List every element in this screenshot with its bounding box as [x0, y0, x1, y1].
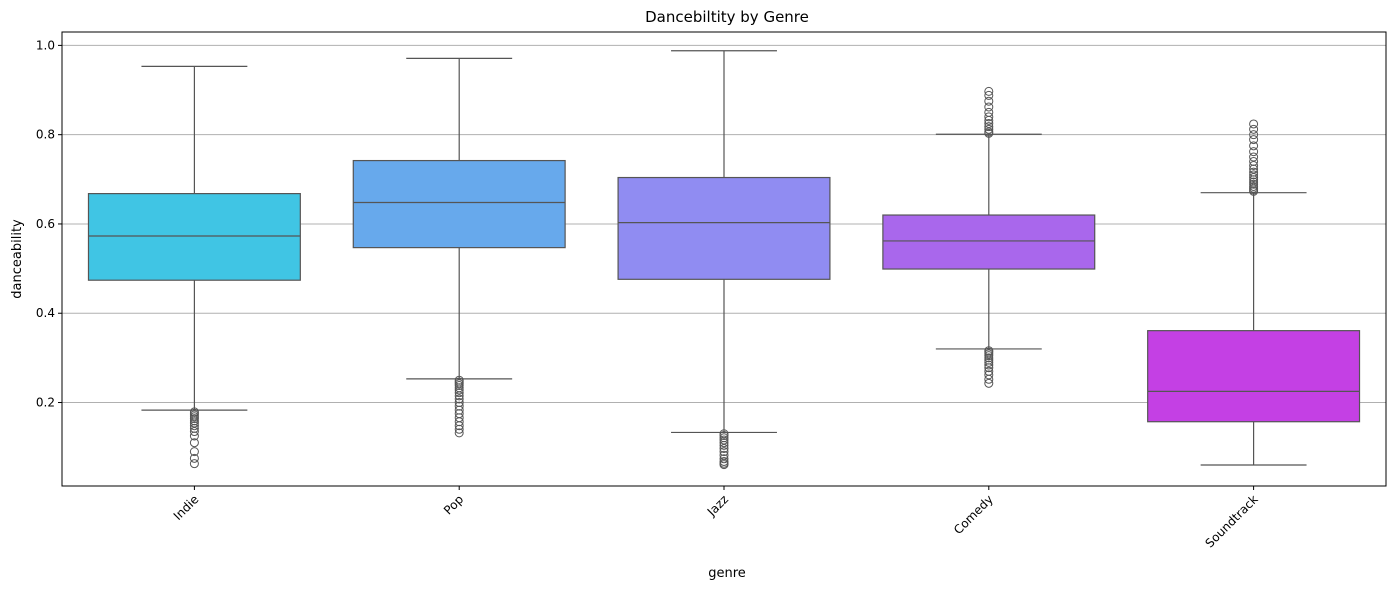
outlier-point	[984, 124, 994, 134]
x-tick-label: Indie	[171, 492, 202, 523]
outlier-point	[189, 414, 199, 424]
iqr-box	[617, 176, 831, 280]
outlier-point	[189, 431, 199, 441]
outlier-point	[984, 115, 994, 125]
outlier-point	[984, 351, 994, 361]
x-axis-ticks: Indie Pop Jazz Comedy Soundtrack	[171, 486, 1261, 550]
outlier-point	[1249, 141, 1259, 151]
y-tick-label: 1.0	[36, 38, 55, 52]
outlier-point	[719, 440, 729, 450]
box-soundtrack	[1147, 119, 1361, 466]
outlier-point	[984, 360, 994, 370]
outlier-point	[454, 394, 464, 404]
box-indie	[87, 65, 301, 469]
outlier-point	[984, 357, 994, 367]
y-axis-ticks: 0.2 0.4 0.6 0.8 1.0	[36, 38, 62, 410]
box-series	[87, 50, 1361, 470]
outlier-point	[1249, 186, 1259, 196]
outlier-point	[719, 447, 729, 457]
outlier-point	[984, 112, 994, 122]
iqr-box	[87, 193, 301, 281]
outlier-point	[189, 421, 199, 431]
outlier-point	[719, 444, 729, 454]
outlier-point	[454, 381, 464, 391]
outlier-point	[984, 378, 994, 388]
outlier-point	[454, 428, 464, 438]
box-comedy	[882, 86, 1096, 388]
x-tick-label: Jazz	[704, 492, 731, 519]
y-tick-label: 0.2	[36, 396, 55, 410]
y-tick-label: 0.8	[36, 128, 55, 142]
outlier-point	[1249, 170, 1259, 180]
outlier-point	[984, 128, 994, 138]
outlier-point	[454, 385, 464, 395]
outlier-point	[189, 459, 199, 469]
x-tick-label: Soundtrack	[1203, 492, 1261, 550]
outlier-point	[454, 421, 464, 431]
outlier-point	[454, 388, 464, 398]
outlier-point	[1249, 130, 1259, 140]
y-tick-label: 0.4	[36, 306, 55, 320]
y-tick-label: 0.6	[36, 217, 55, 231]
outlier-point	[1249, 160, 1259, 170]
outlier-point	[189, 438, 199, 448]
chart-title: Dancebiltity by Genre	[645, 8, 809, 26]
outlier-point	[1249, 135, 1259, 145]
iqr-box	[1147, 330, 1361, 423]
y-axis-label: danceability	[10, 219, 25, 299]
box-pop	[352, 57, 566, 438]
outlier-point	[984, 102, 994, 112]
outlier-point	[719, 438, 729, 448]
outlier-point	[1249, 173, 1259, 183]
outlier-point	[984, 374, 994, 384]
x-tick-label: Comedy	[951, 492, 996, 537]
outlier-point	[1249, 119, 1259, 129]
outlier-point	[189, 453, 199, 463]
outlier-point	[454, 424, 464, 434]
outlier-point	[454, 391, 464, 401]
x-tick-label: Pop	[441, 492, 466, 517]
outlier-point	[189, 447, 199, 457]
iqr-box	[882, 214, 1096, 270]
outlier-point	[719, 460, 729, 470]
outlier-point	[984, 90, 994, 100]
outlier-point	[984, 96, 994, 106]
outlier-point	[984, 363, 994, 373]
x-axis-label: genre	[708, 566, 746, 581]
box-jazz	[617, 50, 831, 470]
outlier-point	[719, 454, 729, 464]
outlier-point	[984, 122, 994, 132]
outlier-point	[984, 353, 994, 363]
outlier-point	[1249, 147, 1259, 157]
outlier-point	[1249, 179, 1259, 189]
outlier-point	[189, 427, 199, 437]
outlier-point	[1249, 124, 1259, 134]
iqr-box	[352, 159, 566, 249]
outlier-point	[719, 431, 729, 441]
outlier-point	[984, 86, 994, 96]
